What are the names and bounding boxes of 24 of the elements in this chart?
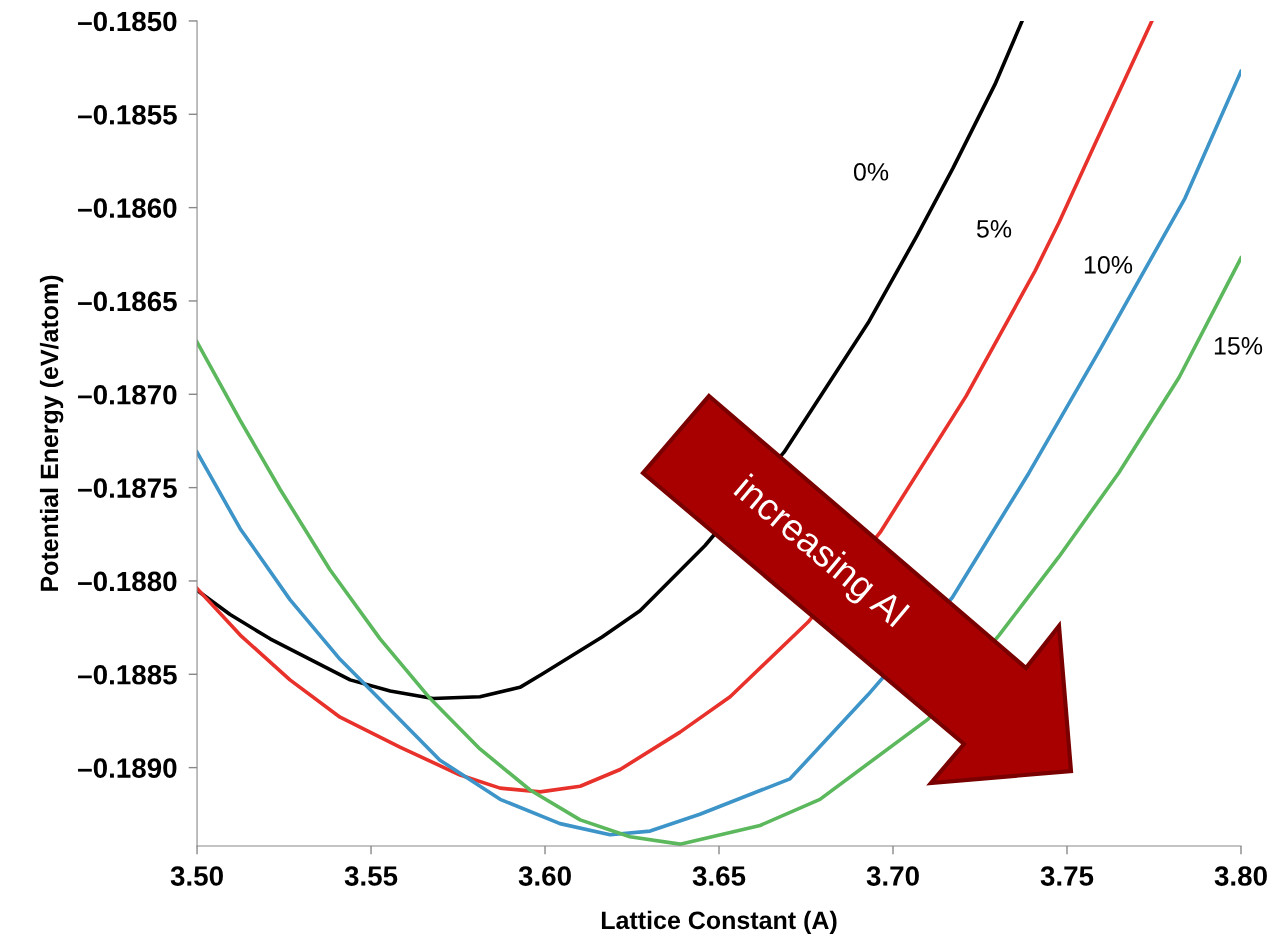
x-tick-label: 3.75 xyxy=(1040,866,1094,886)
x-tick-label: 3.80 xyxy=(1214,866,1267,886)
x-tick-label: 3.70 xyxy=(866,866,919,886)
y-tick-label: –0.1890 xyxy=(78,758,177,778)
y-axis-title: Potential Energy (eV/atom) xyxy=(39,275,64,591)
y-tick-label: –0.1880 xyxy=(78,571,177,592)
y-tick-label: –0.1875 xyxy=(78,478,177,498)
x-axis-title: Lattice Constant (A) xyxy=(601,910,837,935)
line-series xyxy=(197,20,1024,701)
series-label: 15% xyxy=(1214,337,1263,355)
y-tick-label: –0.1865 xyxy=(78,291,177,312)
y-tick-label: –0.1885 xyxy=(78,664,177,685)
x-tick-label: 3.65 xyxy=(692,866,746,886)
line-series xyxy=(197,20,1154,794)
y-tick-label: –0.1855 xyxy=(78,104,177,125)
y-tick-label: –0.1860 xyxy=(78,198,177,218)
y-tick-label: –0.1870 xyxy=(78,384,177,405)
x-tick-label: 3.50 xyxy=(170,866,223,886)
series-label: 5% xyxy=(976,220,1012,238)
x-tick-label: 3.55 xyxy=(344,866,398,886)
x-tick-label: 3.60 xyxy=(518,866,571,886)
series-label: 10% xyxy=(1084,255,1133,274)
text: 0% xyxy=(853,162,889,181)
y-tick-label: –0.1850 xyxy=(78,11,177,32)
